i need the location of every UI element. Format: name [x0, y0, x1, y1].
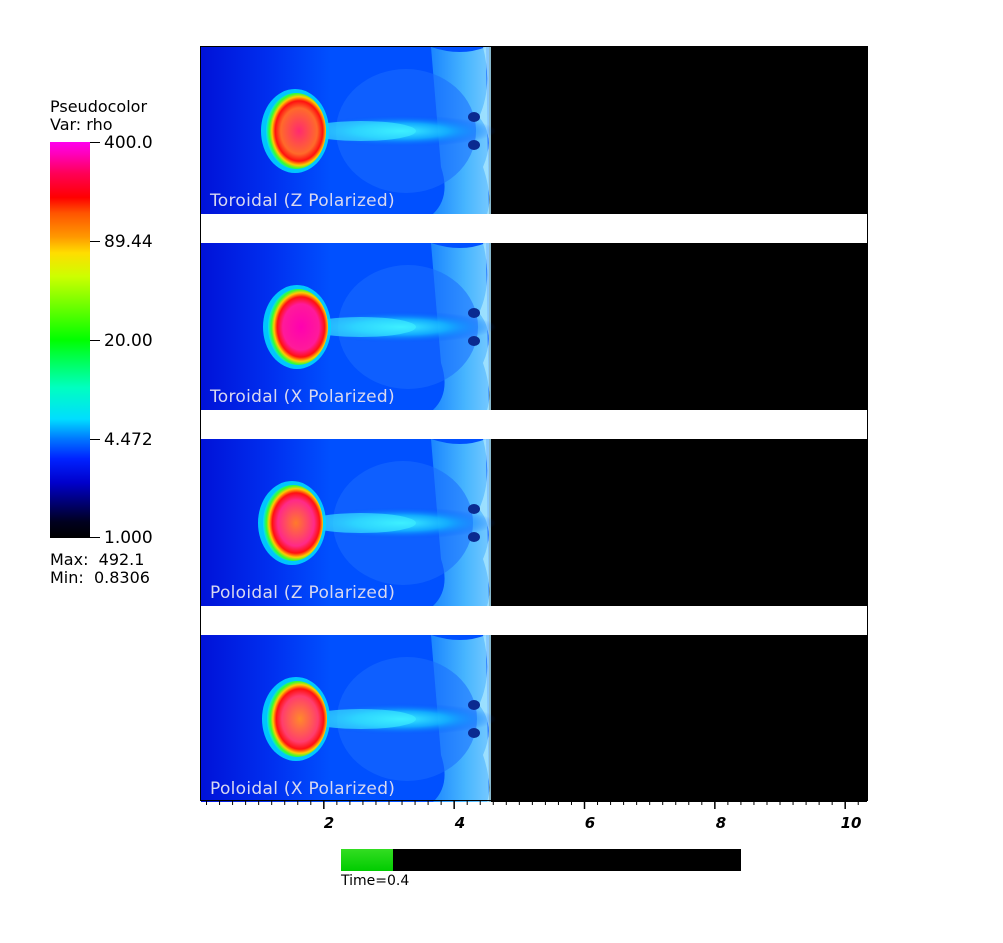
panel-label: Toroidal (X Polarized) — [210, 387, 395, 407]
x-axis — [200, 800, 868, 809]
colorbar-tick-label: 1.000 — [104, 528, 153, 548]
x-tick-label: 4 — [454, 814, 466, 832]
simulation-panel-2: Toroidal (X Polarized) — [201, 243, 867, 410]
simulation-panel-4: Poloidal (X Polarized) — [201, 635, 867, 802]
panel-label: Poloidal (Z Polarized) — [210, 583, 396, 603]
min-value: Min: 0.8306 — [50, 568, 150, 587]
colorbar-tick-label: 20.00 — [104, 331, 153, 351]
colorbar-tick-label: 89.44 — [104, 232, 153, 252]
x-tick-label: 6 — [584, 814, 596, 832]
time-progress-fill — [341, 849, 393, 871]
data-range: Max: 492.1 Min: 0.8306 — [50, 551, 150, 587]
legend-title-line1: Pseudocolor — [50, 97, 148, 116]
colorbar-tick — [90, 142, 100, 143]
time-label: Time=0.4 — [341, 873, 410, 889]
x-tick-label: 2 — [323, 814, 335, 832]
x-tick-label: 8 — [715, 814, 727, 832]
simulation-panel-1: Toroidal (Z Polarized) — [201, 47, 867, 214]
colorbar-tick — [90, 241, 100, 242]
legend-title: Pseudocolor Var: rho — [50, 98, 147, 134]
panel-label: Poloidal (X Polarized) — [210, 779, 396, 799]
colorbar-tick-label: 400.0 — [104, 133, 153, 153]
x-tick-label: 10 — [840, 814, 862, 832]
colorbar-tick — [90, 340, 100, 341]
colorbar-tick-label: 4.472 — [104, 430, 153, 450]
simulation-panel-3: Poloidal (Z Polarized) — [201, 439, 867, 606]
panel-label: Toroidal (Z Polarized) — [210, 191, 395, 211]
time-progress-bar — [341, 849, 741, 871]
colorbar-tick — [90, 537, 100, 538]
colorbar-tick — [90, 439, 100, 440]
max-value: Max: 492.1 — [50, 550, 145, 569]
colorbar — [50, 142, 90, 538]
legend-title-line2: Var: rho — [50, 115, 113, 134]
